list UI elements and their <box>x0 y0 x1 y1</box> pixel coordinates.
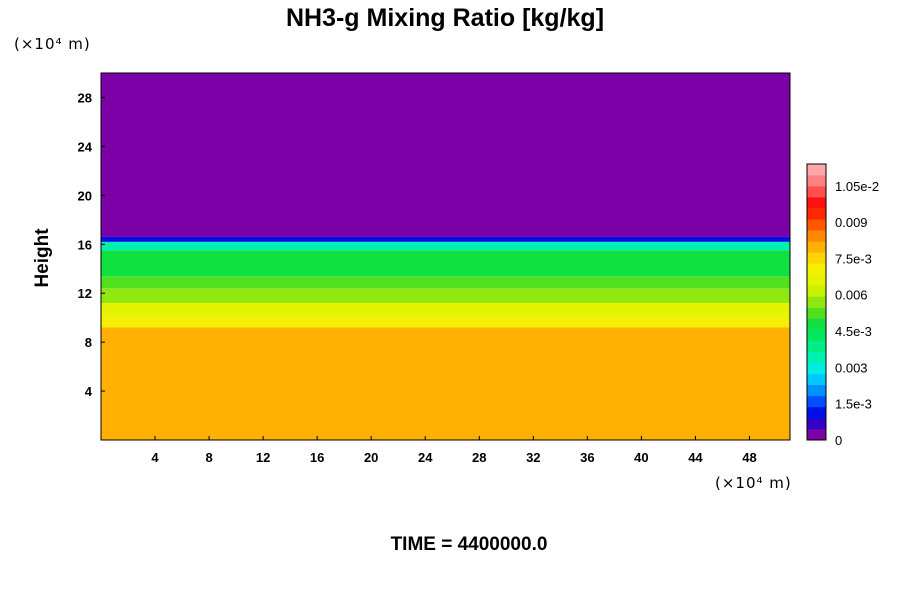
colorbar-swatch <box>807 307 826 319</box>
field-layer <box>101 288 790 303</box>
x-axis-unit: (×10⁴ m) <box>715 474 792 492</box>
y-tick-label: 20 <box>78 188 92 203</box>
colorbar-swatch <box>807 373 826 386</box>
colorbar-tick-label: 0.009 <box>835 215 868 230</box>
colorbar-swatch <box>807 296 826 308</box>
colorbar: 0 1.5e-3 0.003 4.5e-3 0.006 7.5e-3 0.009 1.05e-… <box>806 163 879 448</box>
colorbar-tick-label: 1.05e-2 <box>835 179 879 194</box>
field-layer <box>101 276 790 289</box>
colorbar-tick-label: 1.5e-3 <box>835 397 872 412</box>
field-layer <box>101 73 790 237</box>
time-label: TIME = 4400000.0 <box>391 534 548 555</box>
y-axis-unit: (×10⁴ m) <box>14 35 91 53</box>
y-axis-ticks: 4 8 12 16 20 24 28 <box>78 90 105 399</box>
colorbar-tick-label: 0 <box>835 433 842 448</box>
x-tick-label: 4 <box>151 450 159 465</box>
colorbar-tick-label: 0.006 <box>835 288 868 303</box>
colorbar-swatch <box>807 395 826 408</box>
chart-title: NH3-g Mixing Ratio [kg/kg] <box>286 4 604 32</box>
colorbar-swatch <box>807 219 826 231</box>
x-tick-label: 20 <box>364 450 378 465</box>
field-layer <box>101 236 790 242</box>
colorbar-swatch <box>807 230 826 242</box>
x-tick-label: 32 <box>526 450 540 465</box>
colorbar-ticks: 0 1.5e-3 0.003 4.5e-3 0.006 7.5e-3 0.009 1.05e-… <box>835 179 879 448</box>
colorbar-swatch <box>807 417 826 430</box>
y-tick-label: 8 <box>85 335 92 350</box>
plot-area <box>100 72 791 441</box>
colorbar-swatch <box>807 362 826 375</box>
x-tick-label: 44 <box>688 450 703 465</box>
y-tick-label: 24 <box>78 139 93 154</box>
mixing-ratio-field <box>101 73 790 440</box>
y-tick-label: 16 <box>78 237 92 252</box>
x-tick-label: 48 <box>742 450 756 465</box>
x-axis-ticks: 4 8 12 16 20 24 28 32 36 40 44 48 <box>151 436 757 465</box>
colorbar-swatch <box>807 428 826 441</box>
x-tick-label: 16 <box>310 450 324 465</box>
colorbar-swatch <box>807 329 826 341</box>
field-layer <box>101 241 790 251</box>
y-tick-label: 28 <box>78 90 92 105</box>
field-layer <box>101 302 790 318</box>
x-tick-label: 8 <box>205 450 212 465</box>
field-layer <box>101 317 790 328</box>
x-tick-label: 40 <box>634 450 648 465</box>
y-tick-label: 4 <box>85 384 93 399</box>
colorbar-swatch <box>807 263 826 275</box>
x-tick-label: 36 <box>580 450 594 465</box>
colorbar-swatch <box>807 406 826 419</box>
plot-frame <box>100 72 791 441</box>
x-tick-label: 28 <box>472 450 486 465</box>
colorbar-swatch <box>807 186 826 198</box>
x-tick-label: 12 <box>256 450 270 465</box>
colorbar-swatch <box>807 252 826 264</box>
y-tick-label: 12 <box>78 286 92 301</box>
y-axis-label: Height <box>32 228 53 288</box>
colorbar-swatch <box>807 164 826 176</box>
colorbar-swatch <box>807 285 826 297</box>
colorbar-swatches <box>807 164 826 441</box>
colorbar-swatch <box>807 197 826 209</box>
field-layer <box>101 327 790 440</box>
colorbar-tick-label: 4.5e-3 <box>835 324 872 339</box>
colorbar-swatch <box>807 318 826 330</box>
colorbar-swatch <box>807 175 826 187</box>
colorbar-frame <box>806 163 827 441</box>
colorbar-swatch <box>807 241 826 253</box>
colorbar-swatch <box>807 274 826 286</box>
colorbar-swatch <box>807 340 826 352</box>
colorbar-swatch <box>807 208 826 220</box>
colorbar-tick-label: 0.003 <box>835 360 868 375</box>
colorbar-swatch <box>807 351 826 364</box>
field-layer <box>101 250 790 277</box>
colorbar-swatch <box>807 384 826 397</box>
colorbar-tick-label: 7.5e-3 <box>835 251 872 266</box>
x-tick-label: 24 <box>418 450 433 465</box>
